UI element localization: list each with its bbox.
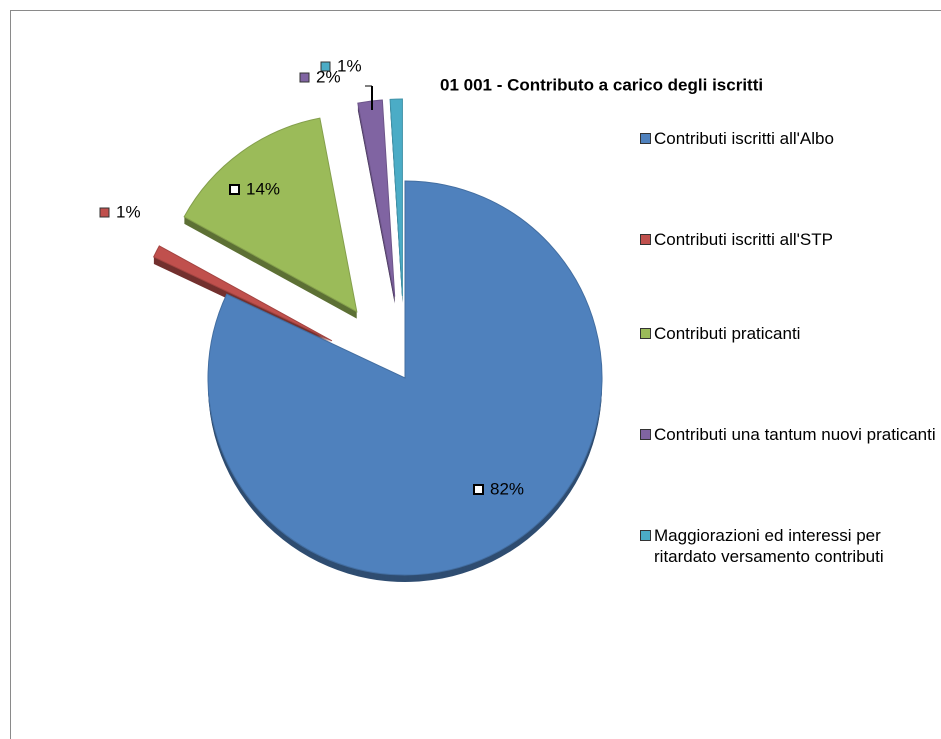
slice bbox=[389, 98, 403, 297]
legend-item: Contributi praticanti bbox=[640, 323, 939, 344]
data-label: 14% bbox=[246, 179, 280, 198]
legend-label: Contributi praticanti bbox=[654, 324, 801, 343]
legend-label: Contributi una tantum nuovi praticanti bbox=[654, 425, 936, 444]
slice bbox=[357, 99, 396, 297]
label-marker bbox=[320, 61, 331, 72]
data-label: 82% bbox=[490, 479, 524, 498]
label-marker bbox=[299, 72, 310, 83]
legend-label: Contributi iscritti all'Albo bbox=[654, 129, 834, 148]
legend-swatch bbox=[640, 328, 651, 339]
legend-swatch bbox=[640, 429, 651, 440]
label-marker bbox=[229, 184, 240, 195]
legend-swatch bbox=[640, 234, 651, 245]
legend-item: Contributi iscritti all'Albo bbox=[640, 128, 939, 149]
data-label: 1% bbox=[116, 202, 141, 221]
label-marker bbox=[473, 484, 484, 495]
legend-swatch bbox=[640, 530, 651, 541]
chart-title: 01 001 - Contributo a carico degli iscri… bbox=[440, 75, 763, 94]
slice bbox=[153, 245, 333, 342]
legend-item: Maggiorazioni ed interessi per ritardato… bbox=[640, 525, 939, 567]
slice bbox=[183, 117, 358, 313]
legend-swatch bbox=[640, 133, 651, 144]
slice bbox=[207, 180, 603, 576]
data-label: 2% bbox=[316, 67, 341, 86]
legend-item: Contributi una tantum nuovi praticanti bbox=[640, 424, 939, 445]
legend-label: Contributi iscritti all'STP bbox=[654, 230, 833, 249]
legend-item: Contributi iscritti all'STP bbox=[640, 229, 939, 250]
label-marker bbox=[99, 207, 110, 218]
legend-label: Maggiorazioni ed interessi per ritardato… bbox=[654, 526, 884, 566]
data-label: 1% bbox=[337, 56, 362, 75]
frame bbox=[10, 10, 941, 739]
